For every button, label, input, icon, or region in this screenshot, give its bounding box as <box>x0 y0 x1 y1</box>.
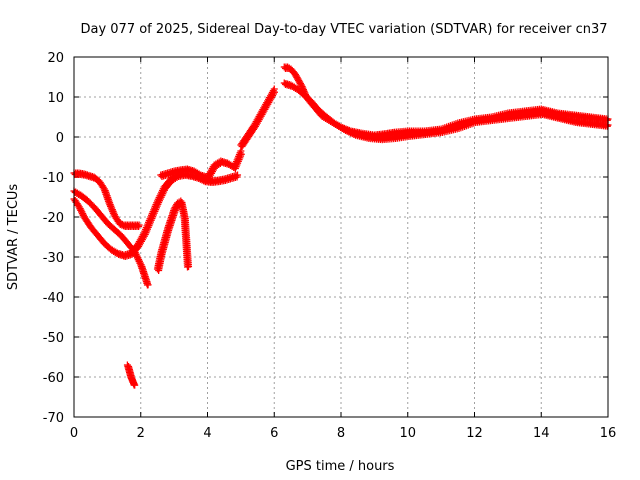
data-point <box>603 122 611 130</box>
data-point <box>270 85 278 93</box>
series-track-f <box>123 361 139 389</box>
x-tick-label: 16 <box>600 426 617 441</box>
x-tick-label: 4 <box>203 426 211 441</box>
x-tick-label: 0 <box>70 426 78 441</box>
x-tick-label: 2 <box>137 426 145 441</box>
y-axis-label: SDTVAR / TECUs <box>6 184 21 291</box>
y-tick-label: -30 <box>43 251 64 266</box>
series-track-d <box>153 197 193 274</box>
data-point <box>130 381 138 389</box>
y-tick-label: 20 <box>47 51 64 66</box>
y-tick-label: -40 <box>43 291 64 306</box>
series-track-b <box>70 187 152 289</box>
data-point <box>234 171 242 179</box>
data-points <box>70 63 612 389</box>
y-tick-label: -50 <box>43 331 64 346</box>
y-tick-label: -60 <box>43 371 64 386</box>
y-tick-label: -20 <box>43 211 64 226</box>
y-tick-label: 0 <box>56 131 64 146</box>
x-tick-label: 12 <box>466 426 483 441</box>
series-track-i <box>280 79 612 144</box>
data-point <box>603 116 611 124</box>
plot-frame <box>73 56 609 418</box>
ticks: 0 2 4 6 8 10 12 14 16 -70 -60 -50 -40 -30 -20 -10 0 10 20 <box>43 51 617 441</box>
series-track-a <box>70 169 143 230</box>
data-point <box>135 221 143 229</box>
data-point <box>237 147 245 155</box>
data-point <box>143 281 151 289</box>
chart-title: Day 077 of 2025, Sidereal Day-to-day VTE… <box>80 22 607 37</box>
x-tick-label: 10 <box>399 426 416 441</box>
data-point <box>183 263 191 271</box>
x-tick-label: 8 <box>337 426 345 441</box>
x-tick-label: 6 <box>270 426 278 441</box>
y-tick-label: 10 <box>47 91 64 106</box>
x-axis-label: GPS time / hours <box>286 459 395 474</box>
y-tick-label: -10 <box>43 171 64 186</box>
series-track-c <box>70 170 242 260</box>
series-track-e <box>157 147 245 182</box>
series-track-g <box>237 85 278 150</box>
x-tick-label: 14 <box>533 426 550 441</box>
y-tick-label: -70 <box>43 411 64 426</box>
